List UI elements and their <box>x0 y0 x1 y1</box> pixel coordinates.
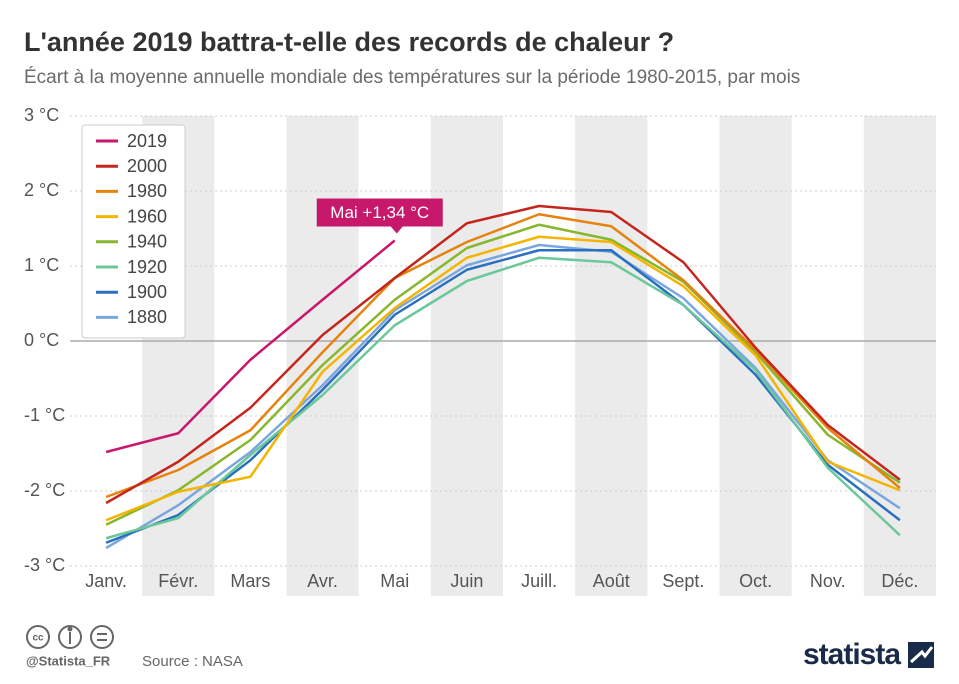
x-tick-label: Nov. <box>810 571 846 591</box>
license-icons <box>26 625 114 649</box>
band <box>430 116 503 596</box>
series-line <box>105 239 396 454</box>
legend-label: 1960 <box>127 206 167 226</box>
chart-title: L'année 2019 battra-t-elle des records d… <box>24 27 674 57</box>
series-line <box>105 235 901 522</box>
y-tick-label: 1 °C <box>24 255 59 275</box>
x-tick-label: Sept. <box>662 571 704 591</box>
legend-label: 2000 <box>127 156 167 176</box>
legend-label: 1940 <box>127 232 167 252</box>
legend-label: 1920 <box>127 257 167 277</box>
x-tick-label: Mars <box>230 571 270 591</box>
cc-icon: cc <box>32 633 44 644</box>
x-tick-label: Juin <box>450 571 483 591</box>
x-tick-label: Déc. <box>881 571 918 591</box>
brand-icon <box>908 642 934 668</box>
legend-box <box>81 124 186 339</box>
x-tick-label: Avr. <box>307 571 338 591</box>
brand-logo: statista <box>803 638 901 671</box>
series-line <box>105 243 901 550</box>
x-tick-label: Août <box>593 571 630 591</box>
y-tick-label: 0 °C <box>24 330 59 350</box>
legend-label: 2019 <box>127 131 167 151</box>
legend-label: 1900 <box>127 282 167 302</box>
x-tick-label: Juill. <box>521 571 557 591</box>
y-tick-label: -2 °C <box>24 480 65 500</box>
series-line <box>105 223 901 526</box>
chart-subtitle: Écart à la moyenne annuelle mondiale des… <box>24 67 800 88</box>
legend-label: 1880 <box>127 307 167 327</box>
series-line <box>105 213 901 499</box>
x-tick-label: Oct. <box>739 571 772 591</box>
band <box>286 116 359 596</box>
handle: @Statista_FR <box>26 653 111 668</box>
source: Source : NASA <box>142 653 243 670</box>
bands <box>142 116 936 596</box>
series-line <box>105 204 901 505</box>
band <box>575 116 648 596</box>
y-tick-label: -3 °C <box>24 555 65 575</box>
band <box>863 116 936 596</box>
x-tick-label: Mai <box>380 571 409 591</box>
series-line <box>105 256 901 540</box>
series-line <box>105 249 901 544</box>
annotation-text: Mai +1,34 °C <box>330 203 429 222</box>
y-tick-label: 2 °C <box>24 180 59 200</box>
x-tick-label: Janv. <box>85 571 127 591</box>
y-tick-label: -1 °C <box>24 405 65 425</box>
annotation-box <box>316 198 443 234</box>
x-tick-label: Févr. <box>158 571 198 591</box>
y-tick-label: 3 °C <box>24 105 59 125</box>
legend-label: 1980 <box>127 181 167 201</box>
